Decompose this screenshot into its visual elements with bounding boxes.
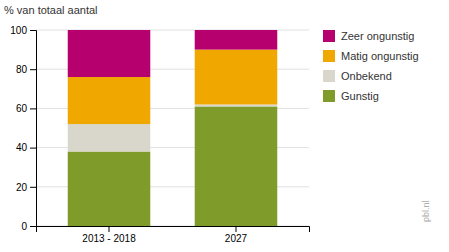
legend: Zeer ongunstig Matig ongunstig Onbekend Gun… <box>323 30 419 102</box>
tick-mark <box>109 226 110 232</box>
legend-item: Gunstig <box>323 90 379 102</box>
bar <box>195 104 278 106</box>
tick-mark <box>235 226 236 232</box>
chart: 0 20 40 60 80 100 2013 - 2018 2027 % van totaal … <box>0 0 449 252</box>
series <box>68 106 278 226</box>
tick-mark <box>30 148 36 149</box>
legend-label: Onbekend <box>341 70 392 82</box>
tick: 100 <box>10 25 36 36</box>
tick: 60 <box>16 103 36 114</box>
axis-line <box>30 31 37 227</box>
legend-item: Onbekend <box>323 70 392 82</box>
tick-label: 2013 - 2018 <box>82 233 136 244</box>
legend-label: Gunstig <box>341 90 379 102</box>
legend-swatch <box>323 30 335 42</box>
tick-mark <box>30 108 36 109</box>
tick-mark <box>30 226 36 227</box>
plot: 0 20 40 60 80 100 2013 - 2018 2027 <box>10 25 309 244</box>
legend-swatch <box>323 70 335 82</box>
legend-label: Zeer ongunstig <box>341 30 414 42</box>
legend-item: Zeer ongunstig <box>323 30 414 42</box>
tick-label: 40 <box>16 142 28 153</box>
bars <box>68 30 278 226</box>
grid <box>36 30 309 226</box>
y-label: % van totaal aantal <box>4 4 98 16</box>
bar <box>68 77 151 124</box>
series <box>68 30 278 77</box>
tick: 0 <box>21 221 36 232</box>
tick-mark <box>30 187 36 188</box>
bar <box>195 106 278 226</box>
legend-swatch <box>323 90 335 102</box>
tick: 80 <box>16 64 36 75</box>
tick: 2013 - 2018 <box>82 226 136 244</box>
annotation: pbl.nl <box>421 200 431 222</box>
y-axis: 0 20 40 60 80 100 <box>10 25 36 232</box>
bar <box>68 30 151 77</box>
tick: 2027 <box>225 226 248 244</box>
legend-swatch <box>323 50 335 62</box>
x-axis: 2013 - 2018 2027 <box>37 226 310 244</box>
tick-label: 20 <box>16 182 28 193</box>
bar <box>68 124 151 151</box>
legend-label: Matig ongunstig <box>341 50 419 62</box>
bar <box>195 50 278 105</box>
bar <box>68 152 151 226</box>
tick-label: 60 <box>16 103 28 114</box>
tick-label: 0 <box>21 221 27 232</box>
tick-label: 100 <box>10 25 27 36</box>
legend-item: Matig ongunstig <box>323 50 419 62</box>
tick-label: 80 <box>16 64 28 75</box>
tick: 20 <box>16 182 36 193</box>
tick-mark <box>30 30 36 31</box>
tick-label: 2027 <box>225 233 248 244</box>
axis-line <box>37 227 310 233</box>
bar <box>195 30 278 50</box>
tick-mark <box>30 69 36 70</box>
tick: 40 <box>16 142 36 153</box>
